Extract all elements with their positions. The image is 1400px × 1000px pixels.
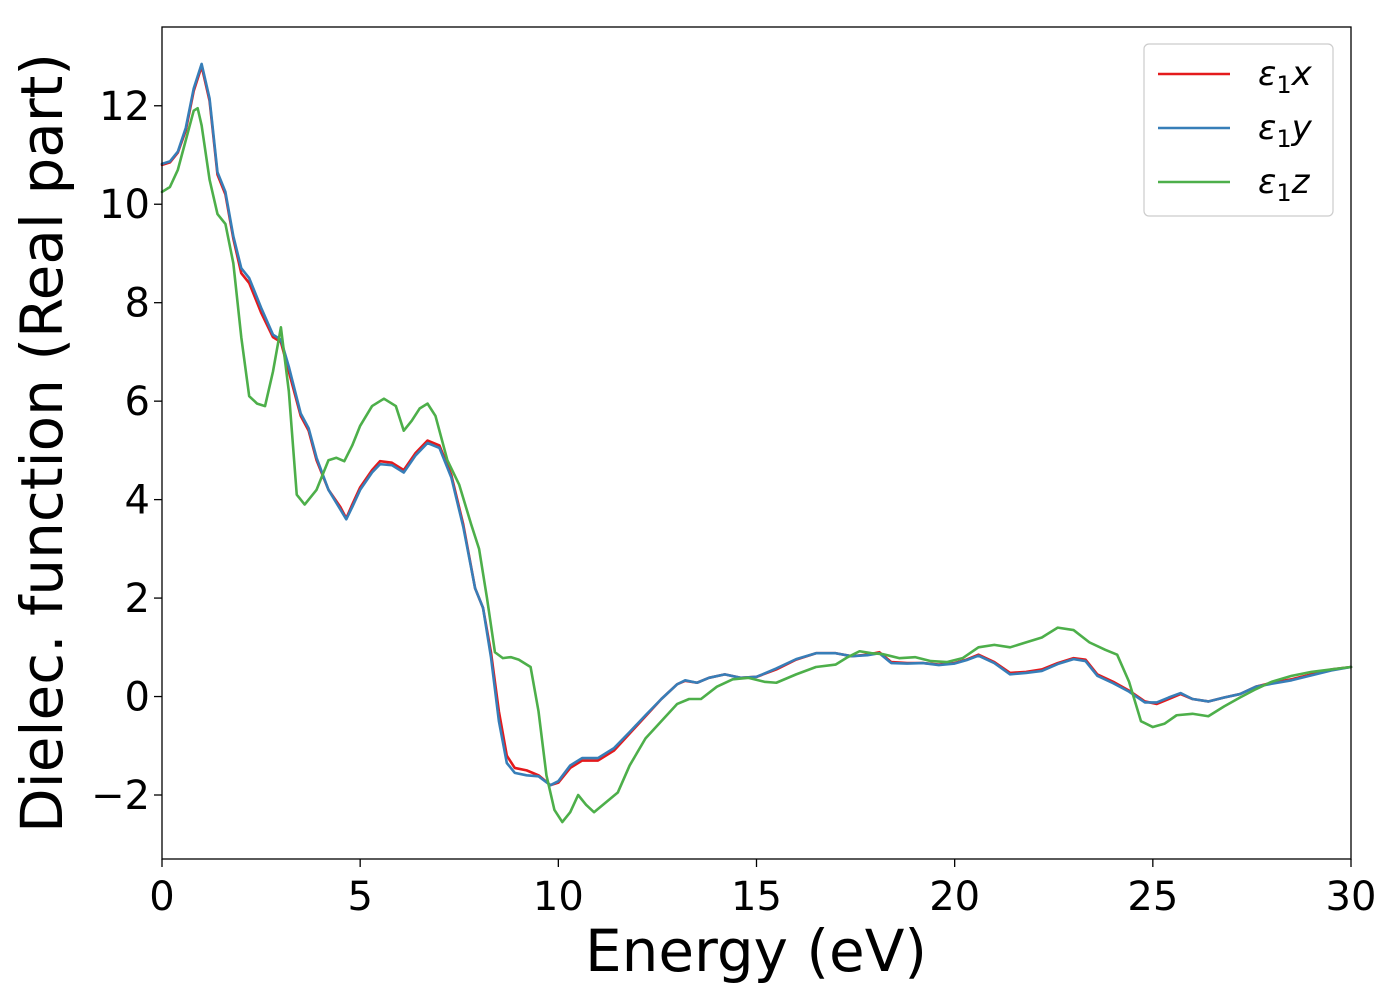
legend-label-suffix: z bbox=[1291, 162, 1311, 202]
y-tick-label: 8 bbox=[125, 281, 150, 327]
series-line-z bbox=[160, 106, 1353, 824]
y-tick-label: 12 bbox=[99, 84, 150, 130]
y-tick-label: 6 bbox=[125, 379, 150, 425]
legend-label-main: ε bbox=[1258, 162, 1276, 202]
legend-label: ε1z bbox=[1258, 162, 1311, 207]
legend-box bbox=[1143, 43, 1334, 217]
legend-label: ε1y bbox=[1258, 108, 1313, 153]
legend-label-subscript: 1 bbox=[1276, 71, 1291, 99]
x-axis-title: Energy (eV) bbox=[585, 917, 927, 985]
legend-entry-z: ε1z bbox=[1158, 162, 1311, 207]
legend-entry-y: ε1y bbox=[1158, 108, 1313, 153]
x-tick-label: 0 bbox=[149, 874, 174, 920]
legend-label-main: ε bbox=[1258, 54, 1276, 94]
x-tick-label: 15 bbox=[731, 874, 782, 920]
x-tick-label: 5 bbox=[347, 874, 372, 920]
x-tick-label: 10 bbox=[533, 874, 584, 920]
legend-entry-x: ε1x bbox=[1158, 54, 1313, 99]
y-tick-label: 10 bbox=[99, 182, 150, 228]
y-tick-label: 0 bbox=[125, 675, 150, 721]
y-axis: −2 0 2 4 6 8 10 12 bbox=[91, 84, 162, 819]
y-axis-title: Dielec. function (Real part) bbox=[8, 53, 76, 833]
x-axis: 0 5 10 15 20 25 30 bbox=[149, 859, 1376, 920]
legend-label-main: ε bbox=[1258, 108, 1276, 148]
x-tick-label: 30 bbox=[1326, 874, 1377, 920]
y-tick-label: 4 bbox=[125, 478, 150, 524]
series-layer bbox=[160, 62, 1353, 824]
legend-label-suffix: x bbox=[1291, 54, 1313, 94]
legend-label: ε1x bbox=[1258, 54, 1313, 99]
y-tick-label: 2 bbox=[125, 576, 150, 622]
y-tick-label: −2 bbox=[91, 773, 150, 819]
legend-label-subscript: 1 bbox=[1276, 179, 1291, 207]
legend-label-subscript: 1 bbox=[1276, 125, 1291, 153]
x-tick-label: 25 bbox=[1127, 874, 1178, 920]
legend-label-suffix: y bbox=[1291, 108, 1313, 148]
x-tick-label: 20 bbox=[929, 874, 980, 920]
series-line-y bbox=[160, 62, 1353, 787]
